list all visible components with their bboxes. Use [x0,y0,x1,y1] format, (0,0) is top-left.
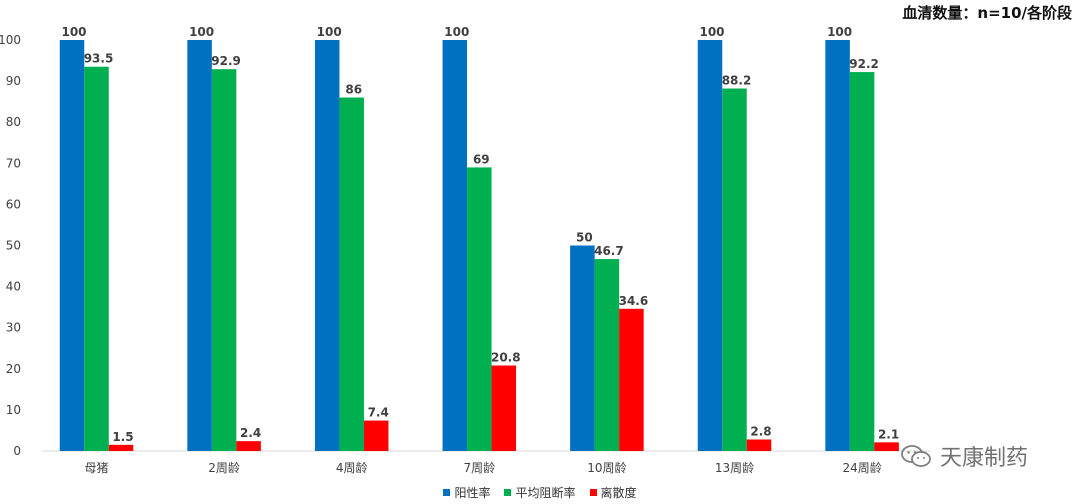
bar-dispersion [874,442,899,451]
data-label-inhibition-rate: 92.9 [211,54,241,68]
bar-inhibition-rate [339,97,364,451]
bar-dispersion [108,444,134,451]
y-tick-label: 10 [6,403,21,417]
data-label-dispersion: 7.4 [368,406,389,420]
bar-positive-rate [59,40,85,451]
x-tick-label: 4周龄 [336,461,368,475]
wechat-icon [901,445,931,467]
y-tick-label: 30 [6,321,21,335]
data-label-dispersion: 1.5 [112,430,133,444]
bar-dispersion [491,365,517,451]
data-label-inhibition-rate: 88.2 [722,73,752,87]
data-label-dispersion: 2.1 [878,427,899,441]
bar-inhibition-rate [84,66,109,451]
data-label-positive-rate: 100 [189,25,214,39]
bar-positive-rate [442,40,468,451]
legend-swatch-inhibition-rate [504,489,512,496]
bar-dispersion [619,308,644,451]
bar-inhibition-rate [849,72,875,452]
legend-item-dispersion: 离散度 [589,484,637,501]
legend-label-positive-rate: 阳性率 [454,486,491,500]
bar-inhibition-rate [467,167,492,451]
bar-inhibition-rate [594,259,620,451]
bar-positive-rate [570,245,595,451]
y-tick-label: 60 [6,197,21,211]
x-tick-label: 13周龄 [715,461,754,475]
legend-item-inhibition-rate: 平均阻断率 [504,484,576,501]
data-label-inhibition-rate: 93.5 [84,52,114,66]
legend-item-positive-rate: 阳性率 [443,484,490,501]
sample-size-note: 血清数量：n=10/各阶段 [902,4,1072,22]
x-tick-label: 10周龄 [587,461,626,475]
y-tick-label: 0 [13,444,21,458]
data-label-positive-rate: 100 [317,25,342,39]
data-label-inhibition-rate: 46.7 [594,244,624,258]
bar-dispersion [363,420,389,451]
y-tick-label: 20 [6,362,21,376]
x-tick-label: 7周龄 [463,461,495,475]
bar-positive-rate [314,40,340,451]
x-tick-label: 24周龄 [842,461,881,475]
bar-dispersion [236,441,261,451]
data-label-dispersion: 2.4 [240,426,261,440]
x-tick-label: 2周龄 [208,461,240,475]
watermark: 天康制药 [900,440,1028,472]
bar-positive-rate [187,40,212,451]
bar-dispersion [746,439,772,451]
data-label-positive-rate: 100 [61,25,86,39]
x-tick-label: 母猪 [84,461,108,475]
bar-inhibition-rate [211,69,237,451]
legend-label-dispersion: 离散度 [600,486,637,500]
legend-label-inhibition-rate: 平均阻断率 [515,486,576,500]
y-tick-label: 50 [6,239,21,253]
data-label-positive-rate: 50 [576,231,593,245]
y-tick-label: 80 [6,115,21,129]
legend-swatch-dispersion [589,489,597,496]
data-label-inhibition-rate: 86 [345,83,362,97]
bar-positive-rate [825,40,850,451]
y-tick-label: 90 [6,74,21,88]
data-label-dispersion: 34.6 [619,294,649,308]
data-label-positive-rate: 100 [827,25,852,39]
bar-positive-rate [697,40,723,451]
data-label-positive-rate: 100 [699,25,724,39]
legend: 阳性率 平均阻断率 离散度 [0,484,1080,501]
watermark-text: 天康制药 [940,446,1029,471]
y-tick-label: 100 [0,33,21,47]
data-label-positive-rate: 100 [444,25,469,39]
y-tick-label: 70 [6,156,21,170]
data-label-dispersion: 2.8 [750,424,771,438]
data-label-inhibition-rate: 69 [473,152,490,166]
data-label-dispersion: 20.8 [491,351,521,365]
bar-inhibition-rate [722,88,747,452]
y-tick-label: 40 [6,280,21,294]
data-label-inhibition-rate: 92.2 [849,57,879,71]
legend-swatch-positive-rate [443,489,451,496]
